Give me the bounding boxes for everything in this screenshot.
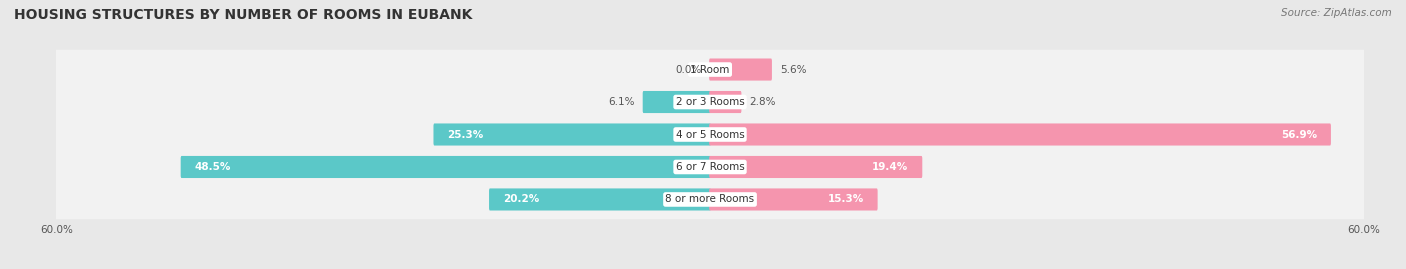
Text: HOUSING STRUCTURES BY NUMBER OF ROOMS IN EUBANK: HOUSING STRUCTURES BY NUMBER OF ROOMS IN…	[14, 8, 472, 22]
Text: 6 or 7 Rooms: 6 or 7 Rooms	[676, 162, 744, 172]
Text: 6.1%: 6.1%	[609, 97, 636, 107]
FancyBboxPatch shape	[709, 188, 877, 211]
Text: 0.0%: 0.0%	[675, 65, 702, 75]
FancyBboxPatch shape	[49, 147, 1371, 187]
Text: 1 Room: 1 Room	[690, 65, 730, 75]
Text: 8 or more Rooms: 8 or more Rooms	[665, 194, 755, 204]
FancyBboxPatch shape	[709, 91, 741, 113]
FancyBboxPatch shape	[49, 82, 1371, 122]
FancyBboxPatch shape	[709, 123, 1331, 146]
FancyBboxPatch shape	[643, 91, 711, 113]
Text: 56.9%: 56.9%	[1281, 129, 1317, 140]
FancyBboxPatch shape	[49, 50, 1371, 89]
FancyBboxPatch shape	[49, 115, 1371, 154]
FancyBboxPatch shape	[709, 58, 772, 81]
Text: 48.5%: 48.5%	[194, 162, 231, 172]
Text: 2 or 3 Rooms: 2 or 3 Rooms	[676, 97, 744, 107]
FancyBboxPatch shape	[49, 180, 1371, 219]
FancyBboxPatch shape	[181, 156, 711, 178]
Text: 15.3%: 15.3%	[827, 194, 863, 204]
Text: 4 or 5 Rooms: 4 or 5 Rooms	[676, 129, 744, 140]
FancyBboxPatch shape	[433, 123, 711, 146]
Text: 2.8%: 2.8%	[749, 97, 776, 107]
Text: 19.4%: 19.4%	[872, 162, 908, 172]
Text: Source: ZipAtlas.com: Source: ZipAtlas.com	[1281, 8, 1392, 18]
Text: 25.3%: 25.3%	[447, 129, 484, 140]
FancyBboxPatch shape	[489, 188, 711, 211]
Text: 20.2%: 20.2%	[503, 194, 540, 204]
FancyBboxPatch shape	[709, 156, 922, 178]
Text: 5.6%: 5.6%	[780, 65, 806, 75]
